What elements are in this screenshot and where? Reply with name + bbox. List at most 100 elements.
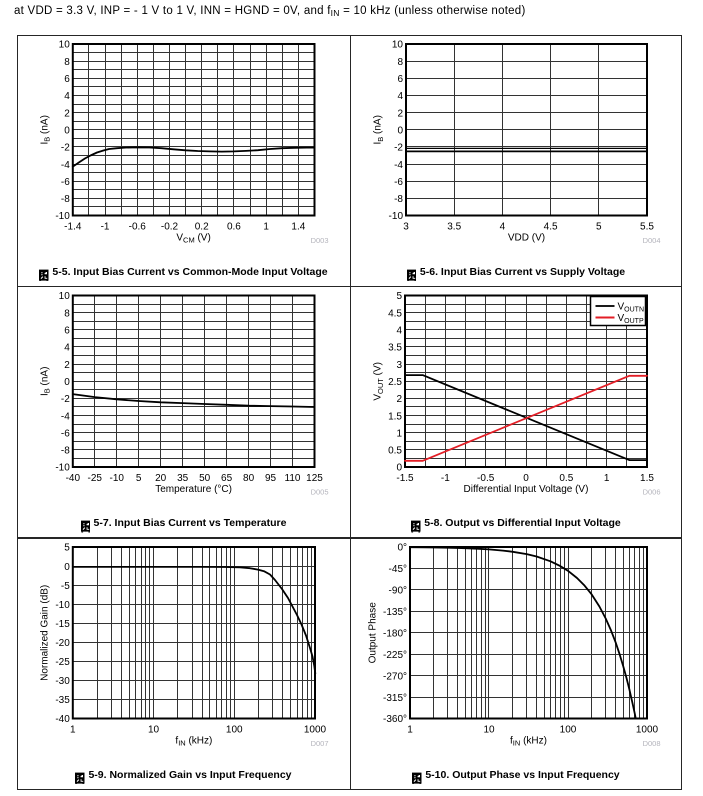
svg-text:1: 1 — [263, 221, 269, 232]
svg-text:VOUTP​: VOUTP​ — [618, 313, 644, 325]
svg-text:-10: -10 — [110, 473, 125, 484]
svg-text:-0.5: -0.5 — [477, 473, 495, 484]
svg-text:0: 0 — [397, 125, 403, 136]
svg-text:-25: -25 — [55, 657, 70, 668]
svg-text:IB​ (nA): IB​ (nA) — [40, 115, 52, 144]
svg-text:0.2: 0.2 — [195, 221, 209, 232]
svg-text:Output Phase: Output Phase — [368, 602, 379, 664]
svg-text:IB​ (nA): IB​ (nA) — [40, 367, 52, 396]
svg-text:0: 0 — [64, 125, 70, 136]
svg-text:D003: D003 — [311, 236, 329, 245]
svg-text:-0.2: -0.2 — [161, 221, 179, 232]
svg-text:1.5: 1.5 — [640, 473, 654, 484]
svg-text:2.5: 2.5 — [388, 377, 402, 388]
svg-text:100: 100 — [226, 724, 243, 735]
svg-text:10: 10 — [483, 724, 495, 735]
svg-text:-270°: -270° — [383, 671, 407, 682]
svg-text:4: 4 — [397, 91, 403, 102]
svg-text:-6: -6 — [61, 177, 70, 188]
svg-text:-2: -2 — [394, 143, 403, 154]
svg-text:-180°: -180° — [383, 628, 407, 639]
svg-text:1.4: 1.4 — [291, 221, 305, 232]
svg-text:35: 35 — [177, 473, 189, 484]
svg-text:-8: -8 — [394, 194, 403, 205]
svg-text:IB​ (nA): IB​ (nA) — [373, 115, 385, 144]
svg-text:0: 0 — [396, 463, 402, 474]
svg-text:1000: 1000 — [304, 724, 327, 735]
svg-text:D005: D005 — [311, 488, 329, 497]
svg-text:-1.5: -1.5 — [396, 473, 414, 484]
svg-text:Normalized Gain (dB): Normalized Gain (dB) — [40, 585, 51, 681]
svg-text:20: 20 — [155, 473, 167, 484]
svg-text:10: 10 — [392, 40, 404, 51]
svg-text:-10: -10 — [55, 463, 70, 474]
svg-text:4: 4 — [500, 221, 506, 232]
svg-text:VOUT​ (V): VOUT​ (V) — [373, 362, 385, 401]
svg-text:5: 5 — [596, 221, 602, 232]
svg-text:4.5: 4.5 — [388, 308, 402, 319]
svg-text:-8: -8 — [61, 194, 70, 205]
svg-text:-225°: -225° — [383, 650, 407, 661]
svg-text:50: 50 — [199, 473, 211, 484]
svg-text:0: 0 — [523, 473, 529, 484]
svg-text:-45°: -45° — [389, 564, 407, 575]
svg-text:10: 10 — [59, 40, 71, 51]
svg-text:fIN​ (kHz): fIN​ (kHz) — [510, 735, 547, 747]
svg-text:6: 6 — [64, 74, 70, 85]
svg-text:-10: -10 — [389, 211, 404, 222]
svg-text:6: 6 — [64, 326, 70, 337]
svg-text:-10: -10 — [55, 211, 70, 222]
svg-text:80: 80 — [243, 473, 255, 484]
svg-text:0: 0 — [64, 377, 70, 388]
svg-text:D008: D008 — [643, 739, 661, 748]
svg-text:-4: -4 — [61, 160, 70, 171]
svg-text:3: 3 — [403, 221, 409, 232]
svg-text:5.5: 5.5 — [640, 221, 654, 232]
svg-text:10: 10 — [59, 291, 71, 302]
svg-text:110: 110 — [285, 473, 301, 484]
svg-text:2: 2 — [64, 108, 70, 119]
svg-text:fIN​ (kHz): fIN​ (kHz) — [175, 735, 212, 747]
svg-text:95: 95 — [265, 473, 277, 484]
svg-text:4: 4 — [64, 343, 70, 354]
svg-text:-6: -6 — [394, 177, 403, 188]
svg-text:-20: -20 — [55, 638, 70, 649]
svg-text:1.5: 1.5 — [388, 411, 402, 422]
svg-text:65: 65 — [221, 473, 233, 484]
svg-text:VDD (V): VDD (V) — [508, 232, 545, 243]
svg-text:0: 0 — [64, 562, 70, 573]
svg-text:8: 8 — [64, 308, 70, 319]
svg-text:Differential Input Voltage (V): Differential Input Voltage (V) — [464, 484, 589, 495]
svg-text:-360°: -360° — [383, 714, 407, 725]
svg-text:Temperature (°C): Temperature (°C) — [155, 484, 232, 495]
svg-text:0°: 0° — [397, 543, 407, 554]
svg-text:-315°: -315° — [383, 693, 407, 704]
svg-text:1: 1 — [396, 428, 402, 439]
svg-text:8: 8 — [64, 57, 70, 68]
svg-text:1000: 1000 — [636, 724, 659, 735]
svg-text:-1: -1 — [101, 221, 110, 232]
svg-text:-2: -2 — [61, 143, 70, 154]
svg-text:2: 2 — [64, 360, 70, 371]
svg-text:8: 8 — [397, 57, 403, 68]
svg-text:100: 100 — [560, 724, 577, 735]
svg-text:-40: -40 — [55, 714, 70, 725]
svg-text:2: 2 — [397, 108, 403, 119]
svg-text:1: 1 — [70, 724, 76, 735]
svg-text:-1.4: -1.4 — [64, 221, 82, 232]
svg-text:-35: -35 — [55, 695, 70, 706]
svg-text:2: 2 — [396, 394, 402, 405]
svg-text:3.5: 3.5 — [447, 221, 461, 232]
svg-text:VCM​ (V): VCM​ (V) — [176, 232, 210, 244]
svg-text:0.5: 0.5 — [388, 446, 402, 457]
svg-text:D007: D007 — [311, 739, 329, 748]
svg-text:-0.6: -0.6 — [129, 221, 147, 232]
svg-text:-90°: -90° — [389, 586, 407, 597]
svg-text:-2: -2 — [61, 394, 70, 405]
svg-text:-5: -5 — [61, 581, 70, 592]
svg-text:-135°: -135° — [383, 607, 407, 618]
svg-text:-40: -40 — [66, 473, 81, 484]
svg-text:1: 1 — [604, 473, 610, 484]
svg-text:-4: -4 — [61, 411, 70, 422]
svg-text:0.5: 0.5 — [559, 473, 573, 484]
